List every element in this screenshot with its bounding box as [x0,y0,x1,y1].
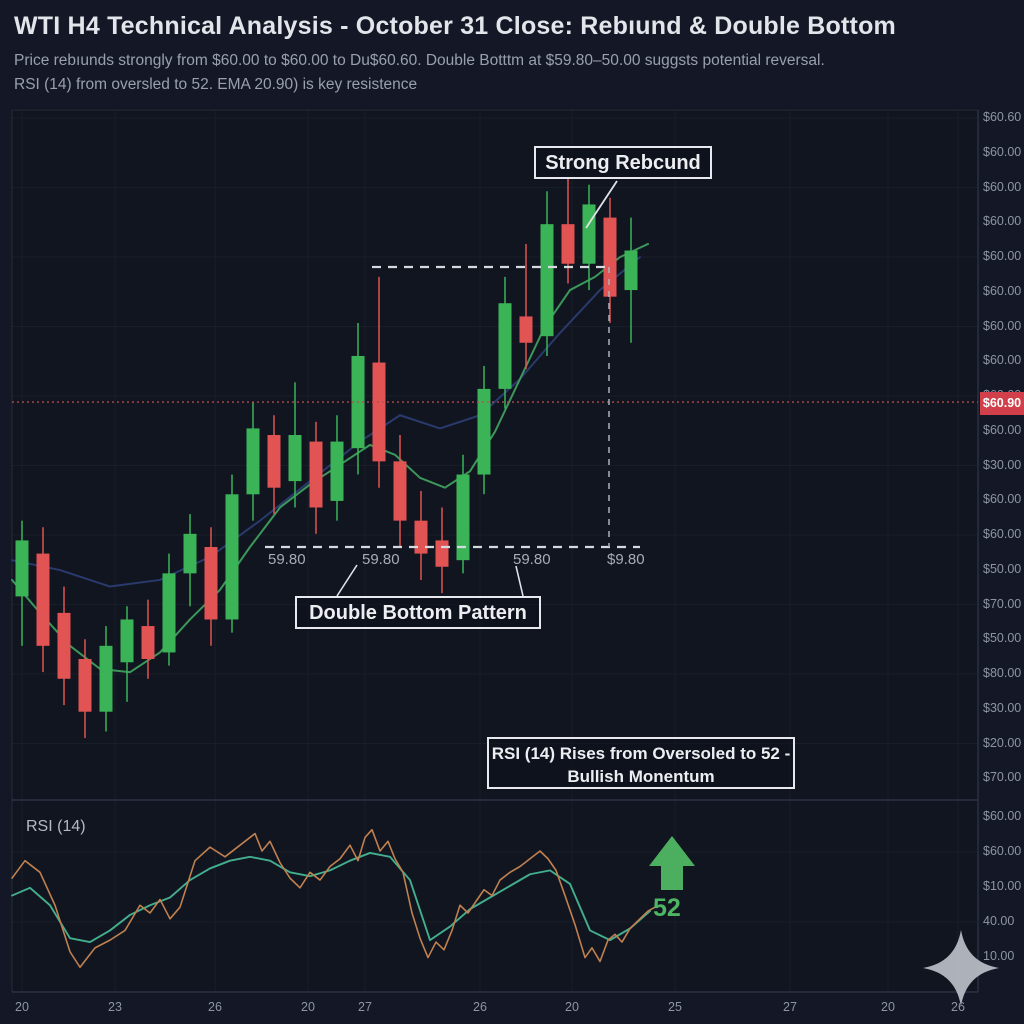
subtitle-line-1: Price rebıunds strongly from $60.00 to $… [14,52,825,69]
candle-up [225,494,239,620]
price-axis-label: $60.00 [983,283,1022,298]
sparkle-star-icon [923,930,999,1006]
rsi-note-line-1: RSI (14) Rises from Oversoled to 52 - [491,744,791,763]
candle-down [519,316,533,343]
candle-down [414,520,428,554]
candle-down [561,224,575,264]
candle-up [120,619,134,663]
candle-up [330,441,344,501]
candle-down [57,612,71,679]
rsi-note-line-2: Bullish Monentum [567,767,715,786]
support-level-label: 59.80 [268,551,306,568]
price-axis-label: $60.00 [983,318,1022,333]
time-axis-label: 20 [15,1000,29,1014]
candle-up [162,573,176,653]
candle-down [435,540,449,567]
candle-down [309,441,323,508]
support-level-label: 59.80 [513,551,551,568]
rsi-axis-label: $60.00 [983,844,1022,858]
candle-down [141,626,155,659]
support-level-label: $9.80 [607,551,645,568]
price-axis-label: $20.00 [983,735,1022,750]
time-axis-label: 27 [783,1000,797,1014]
rsi-fast-line [11,828,656,969]
candle-up [456,474,470,561]
price-axis-label: $70.00 [983,770,1022,785]
candle-down [78,658,92,712]
time-axis-label: 26 [208,1000,222,1014]
candle-down [204,547,218,620]
double-bottom-annotation: Double Bottom Pattern [295,596,541,629]
time-axis-label: 26 [473,1000,487,1014]
candle-up [498,303,512,389]
rsi-axis-label: 40.00 [983,914,1015,928]
price-axis-label: $60.00 [983,179,1022,194]
page-title: WTI H4 Technical Analysis - October 31 C… [14,12,896,40]
rsi-axis-label: $10.00 [983,879,1022,893]
bullish-arrow-icon [649,836,695,890]
candle-up [246,428,260,495]
rsi-note-annotation: RSI (14) Rises from Oversoled to 52 - Bu… [487,737,795,789]
price-axis-label: $60.00 [983,144,1022,159]
double-bottom-pointer-right [515,565,524,597]
time-axis-label: 23 [108,1000,122,1014]
double-bottom-pointer-left [336,564,358,597]
candle-down [372,362,386,462]
strong-rebound-pointer [585,180,618,229]
price-axis-label: $80.00 [983,666,1022,680]
price-axis-label: $30.00 [983,700,1022,715]
candle-up [15,540,29,597]
price-axis-label: $60.00 [983,492,1022,507]
price-axis-label: $50.00 [983,561,1022,576]
support-level-label: 59.80 [362,551,400,568]
time-axis-label: 20 [565,1000,579,1014]
candle-down [393,461,407,521]
strong-rebound-annotation: Strong Rebcund [534,146,712,179]
candle-down [603,217,617,297]
time-axis-label: 25 [668,1000,682,1014]
rsi-current-value: 52 [653,894,681,922]
time-axis-label: 20 [301,1000,315,1014]
price-axis-label: $50.00 [983,631,1022,646]
price-axis-label: $60.60 [983,110,1022,124]
chart-panel-background [12,108,978,992]
candle-up [99,645,113,712]
rsi-panel-label: RSI (14) [26,818,86,835]
candle-up [540,224,554,337]
time-axis-label: 20 [881,1000,895,1014]
price-axis-label: $60.00 [983,214,1022,229]
candle-down [267,435,281,488]
last-price-tag: $60.90 [980,392,1024,415]
candle-up [582,204,596,264]
candle-up [624,250,638,291]
rsi-slow-line [11,851,651,944]
price-axis-label: $60.00 [983,422,1022,437]
price-axis-label: $60.00 [983,527,1022,541]
candle-up [477,388,491,475]
time-axis-label: 26 [951,1000,965,1014]
price-axis-label: $70.00 [983,596,1022,611]
rsi-axis-label: 10.00 [983,949,1015,963]
subtitle-line-2: RSI (14) from oversled to 52. EMA 20.90)… [14,76,418,93]
time-axis-label: 27 [358,1000,372,1014]
price-axis-label: $60.00 [983,249,1022,263]
price-axis-label: $30.00 [983,457,1022,472]
candle-up [183,533,197,574]
candle-down [36,553,50,646]
rsi-axis-label: $60.00 [983,809,1022,823]
price-axis-label: $60.00 [983,353,1022,368]
candle-up [288,435,302,482]
